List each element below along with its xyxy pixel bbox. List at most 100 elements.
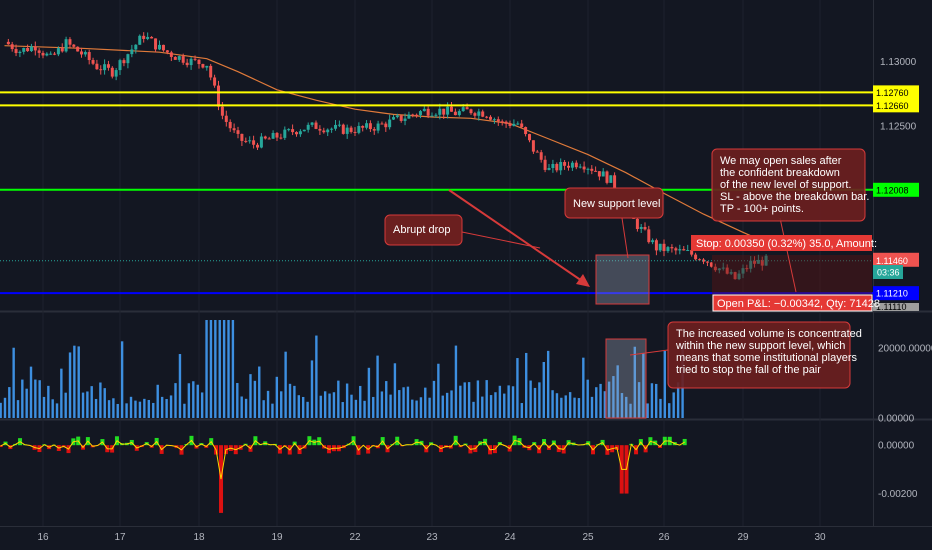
candle-body (189, 58, 193, 66)
volume-bar (240, 396, 243, 418)
date-tick: 30 (814, 532, 826, 543)
candle-body (267, 138, 271, 140)
candle-body (760, 259, 764, 266)
stop-label[interactable]: Stop: 0.00350 (0.32%) 35.0, Amount: (691, 235, 877, 251)
candle-body (528, 134, 531, 141)
candle-body (597, 171, 601, 177)
volume-bar (590, 396, 594, 418)
volume-bar (406, 386, 410, 418)
candle-body (690, 250, 694, 255)
candle-body (259, 136, 263, 148)
volume-bar (676, 382, 680, 418)
candle-body (201, 64, 205, 68)
volume-bar (424, 387, 427, 418)
volume-bar (218, 320, 221, 418)
candle-body (18, 51, 22, 54)
volume-bar (129, 396, 133, 418)
candle-body (158, 44, 161, 50)
volume-bar (138, 401, 142, 418)
candle-body (126, 54, 130, 64)
candle-body (643, 227, 647, 230)
volume-bar (315, 335, 318, 418)
volume-bar (419, 397, 423, 418)
volume-note[interactable]: The increased volume is concentratedwith… (667, 321, 862, 389)
candle-body (60, 48, 64, 52)
candle-body (334, 124, 337, 129)
volume-bar (227, 320, 230, 418)
candle-body (753, 260, 757, 264)
candle-body (14, 49, 18, 54)
volume-bar (214, 320, 217, 418)
pnl-label-bg (712, 294, 873, 312)
candle-body (694, 254, 698, 260)
candle-body (64, 39, 68, 52)
candle-body (737, 273, 741, 280)
new-support-note[interactable]: New support level (564, 187, 664, 219)
volume-bar (616, 365, 619, 418)
candle-body (551, 163, 555, 169)
candle-body (388, 119, 392, 128)
oscillator-histogram (0, 435, 687, 513)
candle-body (45, 53, 49, 56)
volume-bar (73, 345, 76, 418)
candle-body (442, 108, 446, 115)
pnl-label[interactable]: Open P&L: −0.00342, Qty: 71428 (712, 294, 880, 312)
candle-body (384, 123, 388, 128)
date-tick: 16 (37, 532, 49, 543)
date-tick: 22 (349, 532, 361, 543)
support-resistance-levels[interactable]: 1.12760 1.12660 1.12008 1.11210 (0, 85, 919, 301)
annotations[interactable]: Abrupt drop New support level We may open … (384, 148, 880, 419)
volume-bar (187, 383, 191, 418)
volume-bar (328, 393, 331, 418)
candle-body (635, 218, 639, 229)
candle-body (291, 129, 295, 133)
candle-body (220, 106, 224, 116)
candle-body (138, 35, 142, 45)
volume-bar (568, 392, 572, 418)
partial-tag-label: 1.11110 (876, 302, 907, 312)
volume-bar (64, 392, 67, 418)
candle-body (161, 44, 165, 51)
candle-body (574, 162, 578, 168)
candle-body (49, 53, 53, 55)
candle-body (114, 70, 118, 77)
candle-body (263, 136, 267, 139)
volume-bar (472, 401, 475, 418)
candle-body (725, 267, 729, 274)
candle-body (709, 262, 713, 267)
volume-bar (393, 363, 397, 418)
candle-body (563, 162, 567, 166)
date-tick: 17 (114, 532, 126, 543)
volume-bar (577, 398, 581, 418)
volume-bar (60, 368, 63, 418)
volume-bar (525, 352, 528, 418)
volume-bar (262, 400, 265, 418)
volume-bar (38, 380, 41, 418)
volume-bar (21, 379, 24, 418)
candle-body (524, 127, 528, 135)
volume-bar (275, 376, 279, 418)
volume-bar (503, 393, 506, 418)
volume-bar (156, 384, 159, 418)
candle-body (698, 259, 702, 261)
volume-bar (29, 366, 33, 418)
volume-bar (253, 380, 257, 418)
plan-note-bg (711, 148, 866, 222)
volume-bar (646, 403, 649, 418)
stop-label-bg (691, 235, 872, 251)
volume-bar (520, 403, 524, 418)
volume-bar (68, 352, 72, 418)
volume-bar (564, 395, 567, 418)
volume-bar (310, 360, 314, 418)
candle-body (193, 58, 197, 60)
candle-body (582, 166, 586, 170)
volume-bar (481, 396, 484, 418)
volume-bar (668, 403, 671, 418)
abrupt-drop-note[interactable]: Abrupt drop (384, 214, 463, 246)
volume-bar (555, 393, 559, 418)
volume-tick: 20000.00000 (878, 344, 932, 355)
volume-bar (25, 388, 28, 418)
